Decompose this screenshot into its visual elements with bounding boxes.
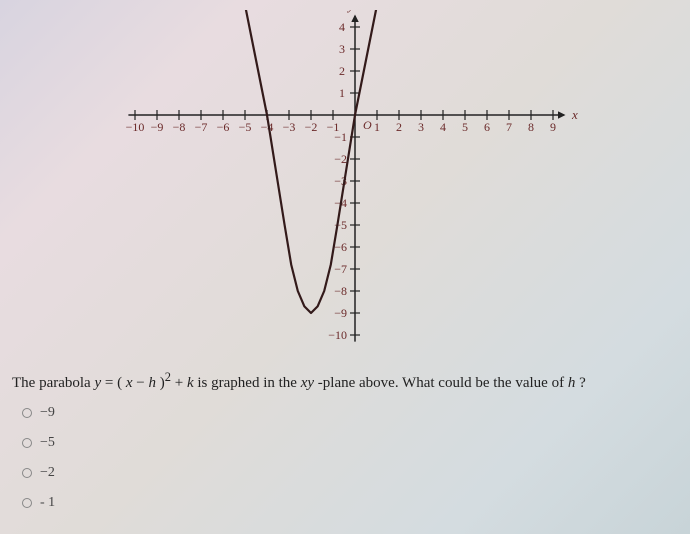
svg-text:−2: −2 <box>305 120 318 134</box>
svg-text:−2: −2 <box>334 152 347 166</box>
svg-text:−6: −6 <box>334 240 347 254</box>
option-b[interactable]: −5 <box>22 435 55 451</box>
svg-text:−4: −4 <box>261 120 274 134</box>
q-suffix: -plane above. What could be the value of <box>318 375 568 391</box>
svg-text:1: 1 <box>374 120 380 134</box>
radio-icon <box>22 498 32 508</box>
svg-text:4: 4 <box>440 120 446 134</box>
eq-equals: = ( <box>105 375 122 391</box>
svg-text:3: 3 <box>418 120 424 134</box>
svg-text:−5: −5 <box>239 120 252 134</box>
svg-text:y: y <box>346 10 354 13</box>
svg-text:−9: −9 <box>334 306 347 320</box>
option-label: - 1 <box>40 495 55 511</box>
svg-text:O: O <box>363 118 372 132</box>
option-a[interactable]: −9 <box>22 405 55 421</box>
eq-h2: h <box>568 375 576 391</box>
q-end: ? <box>579 375 586 391</box>
svg-text:2: 2 <box>396 120 402 134</box>
graph-svg: −10−9−8−7−6−5−4−3−2−11234567891234−1−2−3… <box>100 10 590 350</box>
eq-xy: xy <box>301 375 314 391</box>
eq-x: x <box>126 375 133 391</box>
eq-k: k <box>187 375 194 391</box>
option-label: −2 <box>40 465 55 481</box>
svg-text:−8: −8 <box>334 284 347 298</box>
eq-h: h <box>149 375 157 391</box>
coordinate-graph: −10−9−8−7−6−5−4−3−2−11234567891234−1−2−3… <box>100 10 590 350</box>
svg-text:3: 3 <box>339 42 345 56</box>
svg-text:9: 9 <box>550 120 556 134</box>
option-label: −9 <box>40 405 55 421</box>
svg-text:−10: −10 <box>328 328 347 342</box>
svg-text:−9: −9 <box>151 120 164 134</box>
question-text: The parabola y = ( x − h )2 + k is graph… <box>12 370 586 392</box>
svg-text:2: 2 <box>339 64 345 78</box>
eq-sup: 2 <box>165 370 171 384</box>
svg-text:−3: −3 <box>283 120 296 134</box>
svg-text:−10: −10 <box>126 120 145 134</box>
option-c[interactable]: −2 <box>22 465 55 481</box>
svg-text:−1: −1 <box>334 130 347 144</box>
svg-text:6: 6 <box>484 120 490 134</box>
radio-icon <box>22 438 32 448</box>
svg-text:5: 5 <box>462 120 468 134</box>
option-label: −5 <box>40 435 55 451</box>
option-d[interactable]: - 1 <box>22 495 55 511</box>
eq-y: y <box>94 375 101 391</box>
svg-text:1: 1 <box>339 86 345 100</box>
eq-plus: + <box>175 375 187 391</box>
radio-icon <box>22 468 32 478</box>
q-prefix: The parabola <box>12 375 94 391</box>
svg-text:4: 4 <box>339 20 345 34</box>
svg-text:8: 8 <box>528 120 534 134</box>
svg-text:−7: −7 <box>195 120 208 134</box>
q-mid: is graphed in the <box>197 375 300 391</box>
answer-options: −9 −5 −2 - 1 <box>22 405 55 525</box>
svg-text:−7: −7 <box>334 262 347 276</box>
radio-icon <box>22 408 32 418</box>
svg-text:−8: −8 <box>173 120 186 134</box>
svg-text:x: x <box>571 107 578 122</box>
svg-text:7: 7 <box>506 120 512 134</box>
svg-text:−6: −6 <box>217 120 230 134</box>
eq-minus: − <box>136 375 148 391</box>
